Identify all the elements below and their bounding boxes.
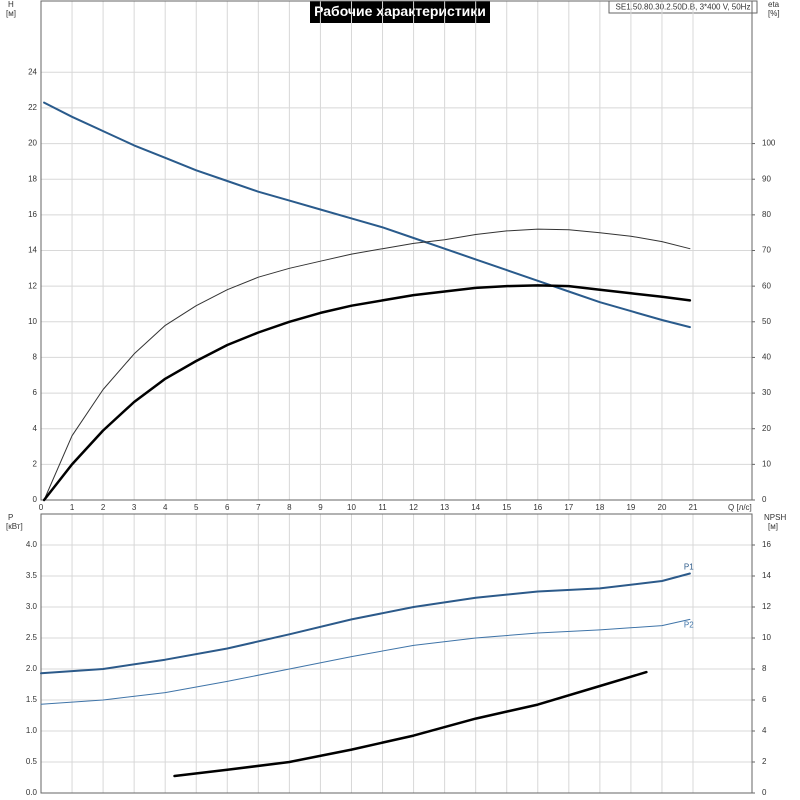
x-tick-label: 15 — [502, 503, 511, 512]
x-tick-label: 11 — [378, 503, 387, 512]
y2-tick-label: 50 — [762, 317, 771, 326]
plot-frame — [40, 0, 753, 501]
x-tick-label: 12 — [409, 503, 418, 512]
y-tick-label: 14 — [28, 246, 37, 255]
y-tick-label: 6 — [33, 388, 38, 397]
series-line — [43, 228, 691, 501]
x-tick-label: 21 — [689, 503, 698, 512]
y-tick-label: 18 — [28, 174, 37, 183]
x-tick-label: 7 — [256, 503, 261, 512]
y-tick-label: 2 — [33, 459, 38, 468]
x-tick-label: 9 — [318, 503, 323, 512]
plot-frame — [40, 513, 753, 794]
y2-tick-label: 6 — [762, 695, 767, 704]
x-tick-label: 17 — [564, 503, 573, 512]
y-tick-label: 0 — [33, 495, 38, 504]
y-tick-label: 3.0 — [26, 602, 38, 611]
series-line — [173, 670, 648, 778]
y2-tick-label: 30 — [762, 388, 771, 397]
x-tick-label: 14 — [471, 503, 480, 512]
y-tick-label: 24 — [28, 67, 37, 76]
y2-tick-label: 2 — [762, 757, 767, 766]
y2-tick-label: 4 — [762, 726, 767, 735]
x-tick-label: 5 — [194, 503, 199, 512]
y-axis-unit: [кВт] — [6, 522, 23, 531]
y2-tick-label: 70 — [762, 246, 771, 255]
y-tick-label: 1.0 — [26, 726, 38, 735]
y2-tick-label: 100 — [762, 139, 776, 148]
y-tick-label: 22 — [28, 103, 37, 112]
y2-tick-label: 90 — [762, 174, 771, 183]
y-tick-label: 4.0 — [26, 540, 38, 549]
x-tick-label: 3 — [132, 503, 137, 512]
y2-tick-label: 10 — [762, 459, 771, 468]
x-tick-label: 2 — [101, 503, 106, 512]
x-tick-label: 18 — [595, 503, 604, 512]
y-tick-label: 3.5 — [26, 571, 38, 580]
series-line — [42, 284, 692, 502]
x-tick-label: 10 — [347, 503, 356, 512]
x-tick-label: 16 — [533, 503, 542, 512]
y-tick-label: 0.0 — [26, 788, 38, 797]
y2-tick-label: 80 — [762, 210, 771, 219]
x-axis-label: Q [л/с] — [728, 503, 752, 512]
x-tick-label: 0 — [39, 503, 44, 512]
y-tick-label: 1.5 — [26, 695, 38, 704]
y-tick-label: 10 — [28, 317, 37, 326]
x-tick-label: 1 — [70, 503, 75, 512]
x-tick-label: 13 — [440, 503, 449, 512]
y2-axis-label: NPSH — [764, 513, 786, 522]
y-tick-label: 8 — [33, 353, 38, 362]
series-line — [43, 101, 691, 329]
y2-tick-label: 14 — [762, 571, 771, 580]
series-line — [40, 572, 691, 675]
series-label: P2 — [684, 621, 694, 630]
x-tick-label: 19 — [626, 503, 635, 512]
y2-tick-label: 20 — [762, 424, 771, 433]
x-tick-label: 4 — [163, 503, 168, 512]
model-label: SE1.50.80.30.2.50D.B, 3*400 V, 50Hz — [616, 3, 751, 12]
x-tick-label: 6 — [225, 503, 230, 512]
y-axis-unit: [м] — [6, 9, 16, 18]
y-axis-label: P — [8, 513, 13, 522]
y2-tick-label: 0 — [762, 495, 767, 504]
y2-axis-unit: [м] — [768, 522, 778, 531]
y2-tick-label: 40 — [762, 353, 771, 362]
chart-title: Рабочие характеристики — [314, 3, 486, 19]
x-tick-label: 8 — [287, 503, 292, 512]
series-line — [40, 618, 691, 705]
y2-axis-unit: [%] — [768, 9, 780, 18]
y2-tick-label: 12 — [762, 602, 771, 611]
y-tick-label: 16 — [28, 210, 37, 219]
y-tick-label: 2.5 — [26, 633, 38, 642]
y2-tick-label: 10 — [762, 633, 771, 642]
y2-tick-label: 60 — [762, 281, 771, 290]
y-tick-label: 2.0 — [26, 664, 38, 673]
y2-tick-label: 16 — [762, 540, 771, 549]
y-tick-label: 20 — [28, 139, 37, 148]
y2-axis-label: eta — [768, 0, 780, 9]
y2-tick-label: 0 — [762, 788, 767, 797]
y-axis-label: H — [8, 0, 14, 9]
x-tick-label: 20 — [658, 503, 667, 512]
y-tick-label: 4 — [33, 424, 38, 433]
y2-tick-label: 8 — [762, 664, 767, 673]
series-label: P1 — [684, 563, 694, 572]
y-tick-label: 12 — [28, 281, 37, 290]
y-tick-label: 0.5 — [26, 757, 38, 766]
